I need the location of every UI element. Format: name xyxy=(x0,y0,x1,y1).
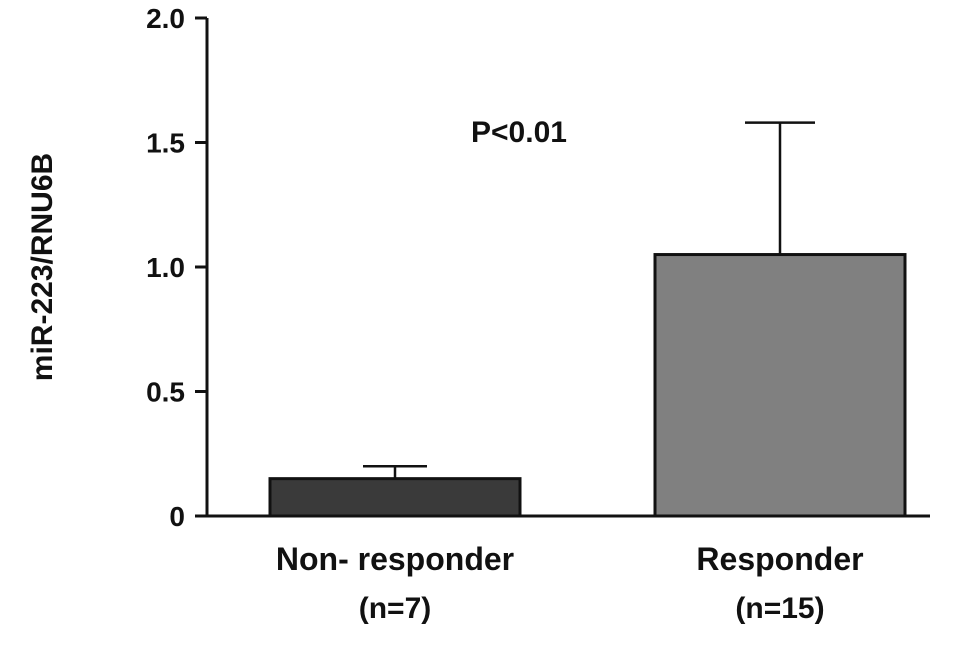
y-axis-label: miR-223/RNU6B xyxy=(26,153,59,381)
category-labels-layer: Non- responder (n=7) Responder (n=15) xyxy=(276,541,864,625)
p-value-annotation: P<0.01 xyxy=(471,116,567,149)
category-n-label: (n=15) xyxy=(735,592,824,625)
y-tick-label: 1.0 xyxy=(146,252,185,283)
y-tick-label: 0 xyxy=(169,501,185,532)
category-label: Responder xyxy=(696,541,863,577)
y-tick-label: 1.5 xyxy=(146,128,185,159)
error-bars-layer xyxy=(363,121,815,479)
category-label: Non- responder xyxy=(276,541,514,577)
bar-non-responder xyxy=(268,477,522,518)
category-n-label: (n=7) xyxy=(359,592,432,625)
y-tick-label: 2.0 xyxy=(146,3,185,34)
y-tick-label: 0.5 xyxy=(146,377,185,408)
y-ticks-layer: 0 0.5 1.0 1.5 2.0 xyxy=(146,3,207,532)
bar-responder xyxy=(653,253,907,518)
bars-layer xyxy=(268,253,907,518)
